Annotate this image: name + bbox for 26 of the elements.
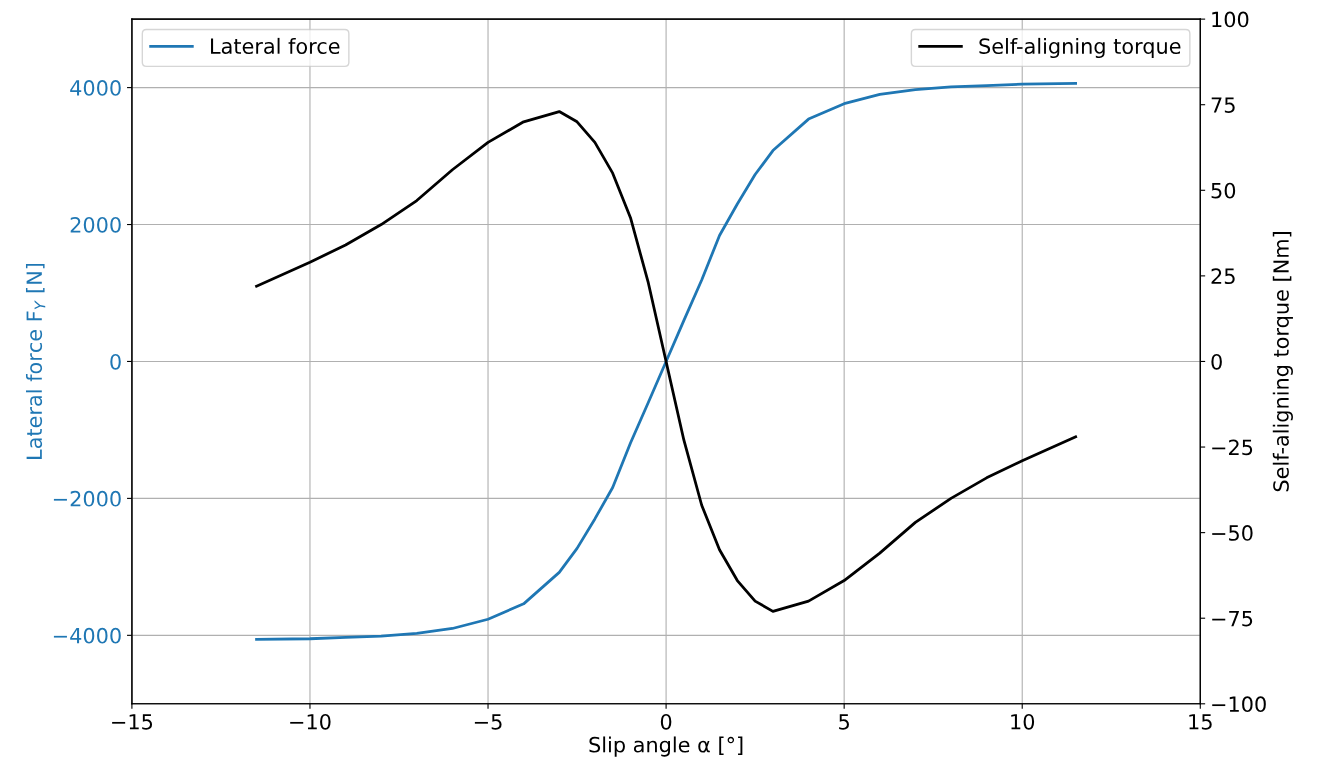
x-tick-label: 10 [1011, 713, 1035, 730]
y2-axis-title: Self-aligning torque [Nm] [1272, 232, 1293, 492]
y2-tick-label: 75 [1211, 97, 1235, 113]
x-tick-label: 0 [660, 713, 672, 730]
y2-tick-label: 50 [1211, 182, 1236, 199]
x-tick-label: 5 [839, 714, 849, 730]
y2-tick-label: 0 [1211, 353, 1222, 370]
y2-tick-label: 25 [1211, 268, 1235, 285]
y-tick-label: −4000 [53, 627, 121, 644]
legend-label: Lateral force [211, 37, 340, 54]
y2-tick-label: −75 [1212, 610, 1253, 627]
y-tick-label: 0 [110, 353, 121, 370]
x-tick-label: 15 [1189, 714, 1212, 730]
y2-tick-label: −100 [1212, 696, 1266, 713]
x-axis-title: Slip angle α [°] [589, 736, 743, 757]
y2-tick-label: −25 [1212, 439, 1253, 456]
y-tick-label: 4000 [70, 80, 121, 96]
y2-tick-label: −50 [1212, 525, 1253, 541]
x-tick-label: −5 [474, 714, 502, 730]
y-tick-label: −2000 [53, 490, 121, 507]
x-tick-label: −15 [112, 714, 153, 730]
y-axis-title: Lateral force F$_{Y}$ [N] [25, 263, 46, 459]
y2-tick-label: 100 [1212, 11, 1249, 28]
legend-label: Self-aligning torque [979, 37, 1181, 59]
y-tick-label: 2000 [70, 216, 121, 233]
x-tick-label: −10 [290, 713, 331, 730]
